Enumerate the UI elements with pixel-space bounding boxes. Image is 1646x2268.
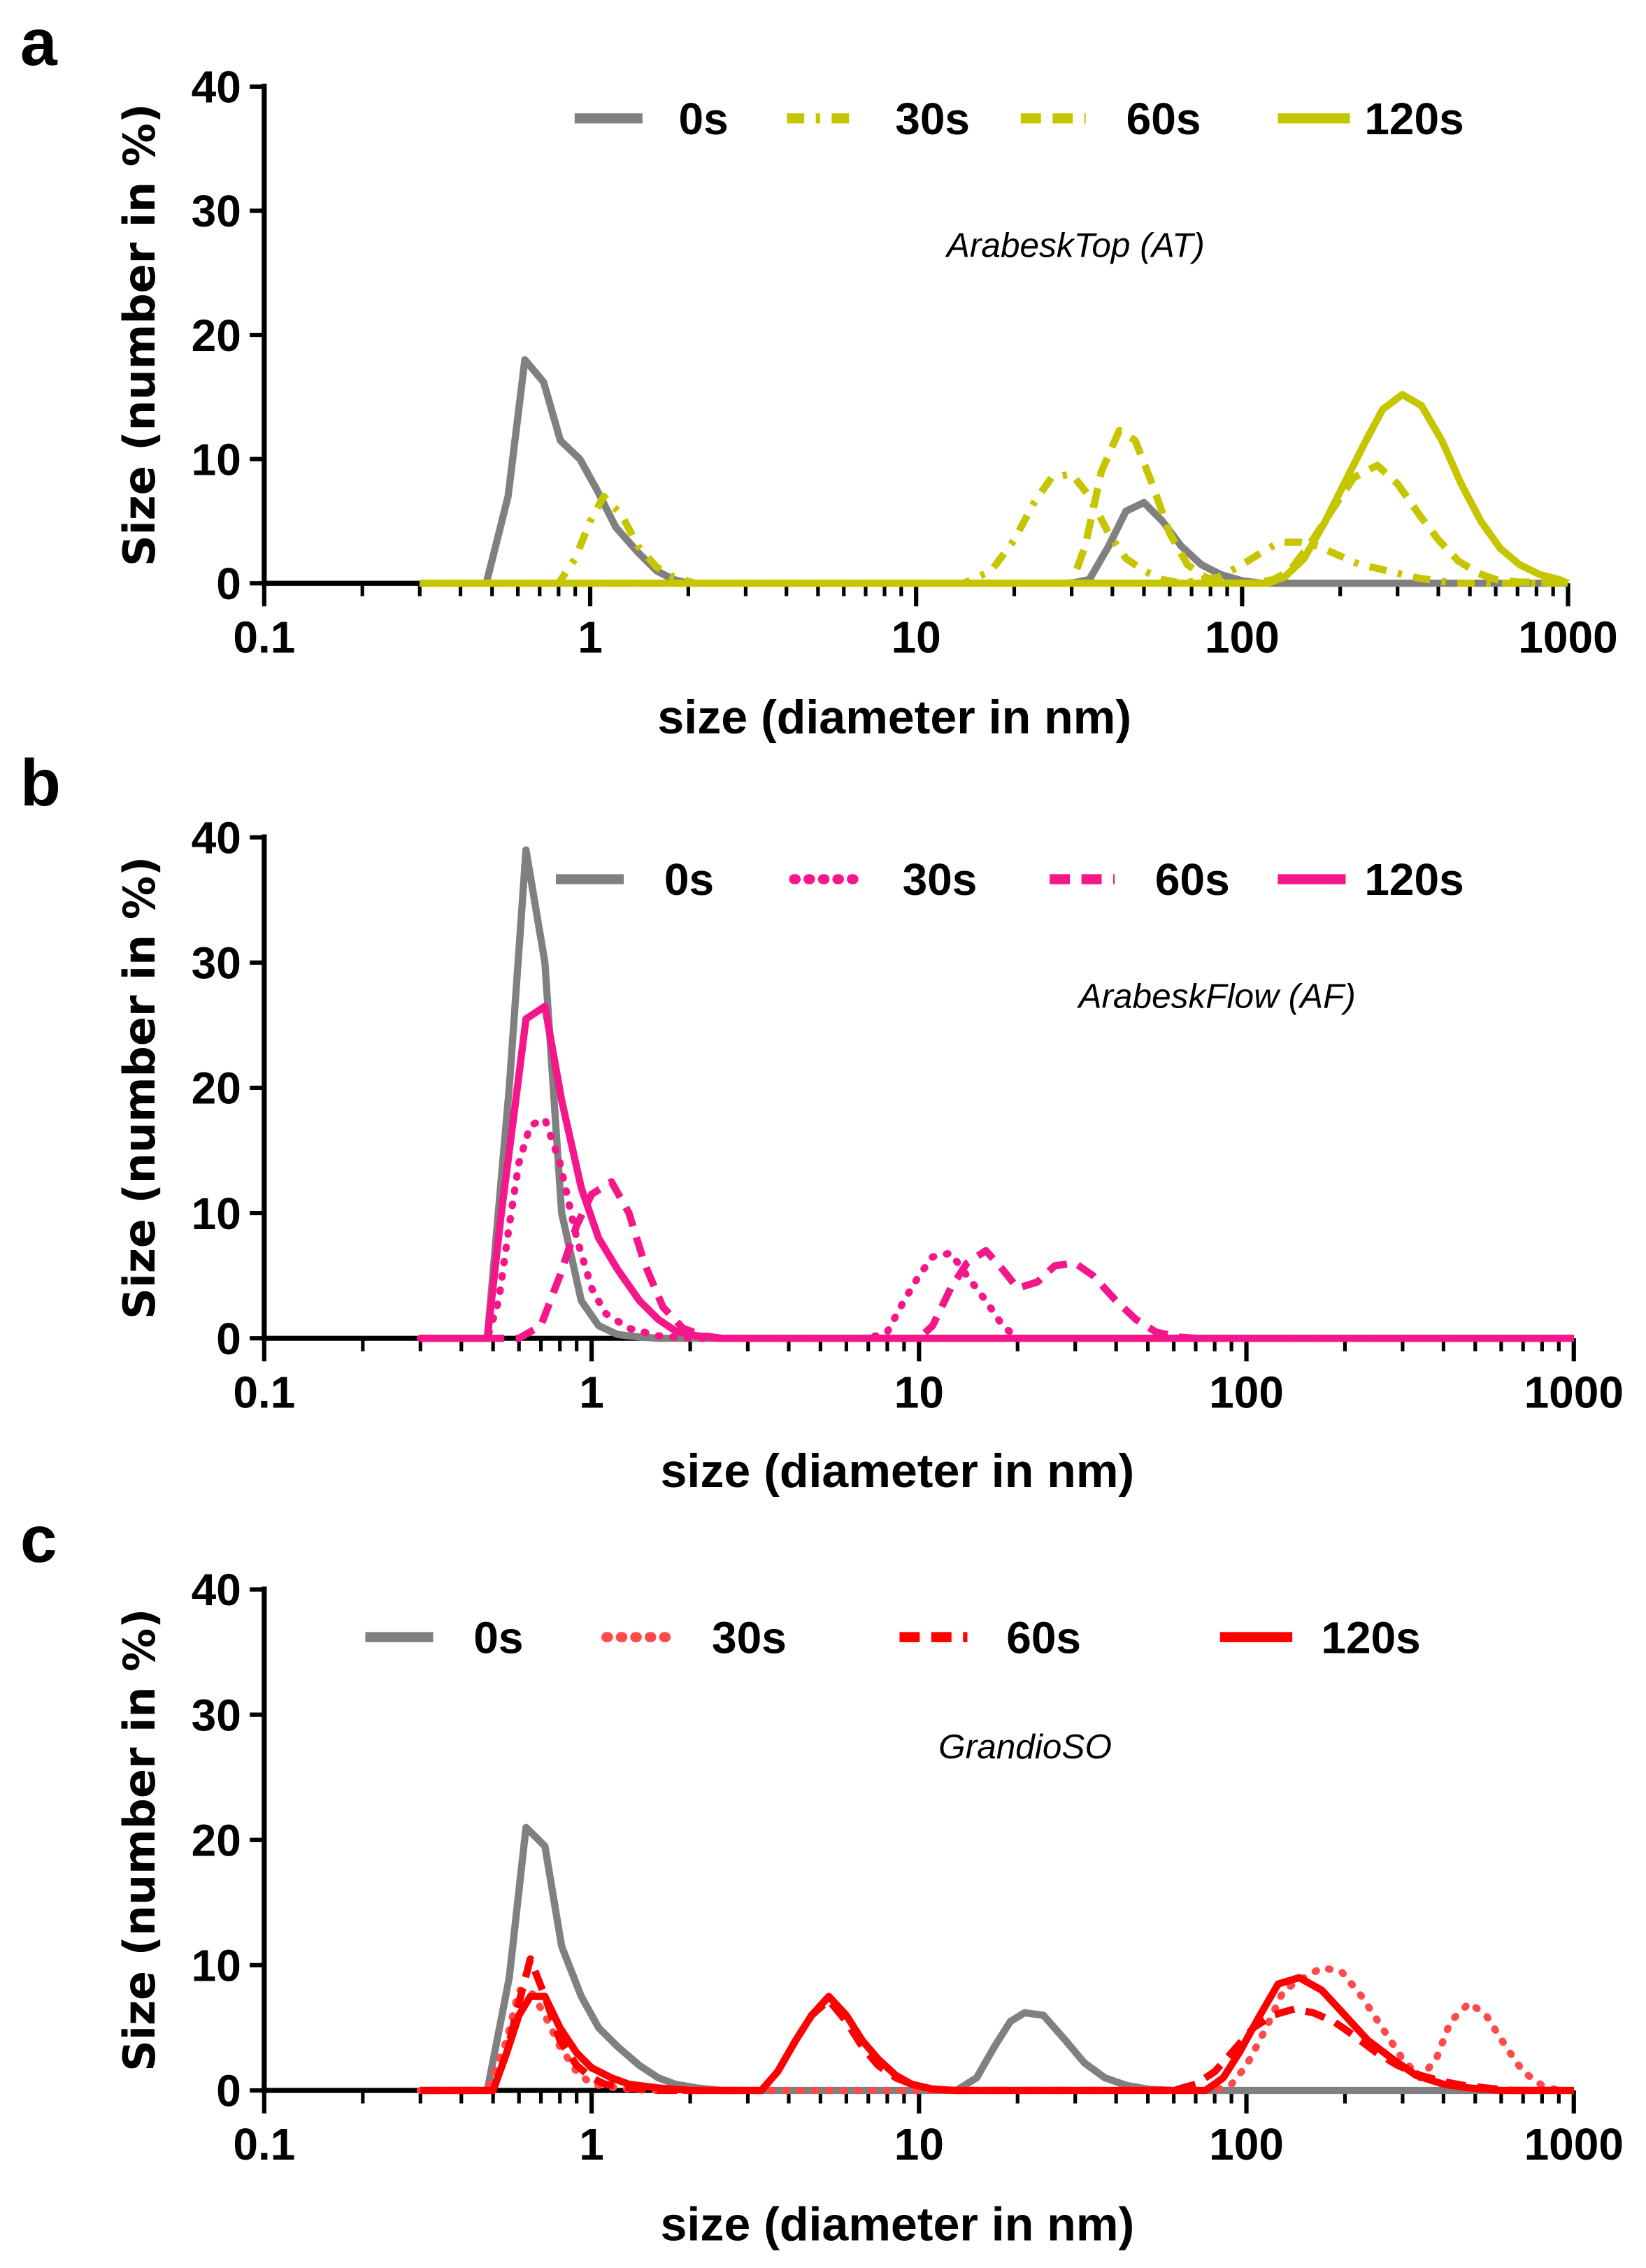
y-tick-label: 0 bbox=[216, 559, 241, 609]
y-tick-label: 40 bbox=[192, 1565, 241, 1615]
y-tick-label: 30 bbox=[192, 186, 241, 236]
legend-label: 30s bbox=[903, 854, 978, 905]
x-tick-label: 1 bbox=[579, 2119, 604, 2169]
y-tick-label: 30 bbox=[192, 938, 241, 989]
series-line-0s bbox=[420, 846, 1574, 1342]
panel-a: a 0 10 20 30 40 0.1 1 10 100 1000 size (diameter in… bbox=[20, 6, 1618, 744]
panel-letter: c bbox=[20, 1502, 57, 1577]
x-tick-label: 100 bbox=[1209, 2119, 1284, 2169]
y-tick-label: 0 bbox=[216, 2066, 241, 2116]
x-tick-label: 100 bbox=[1209, 1367, 1284, 1417]
x-tick-label: 0.1 bbox=[233, 1367, 295, 1417]
panel-c: c 0 10 20 30 40 0.1 1 10 100 1000 size (diameter in… bbox=[20, 1502, 1624, 2251]
panel-letter: b bbox=[20, 746, 61, 820]
series-line-120s bbox=[420, 1003, 1574, 1342]
legend-label: 30s bbox=[712, 1612, 787, 1663]
series-line-120s bbox=[420, 391, 1570, 587]
y-tick-label: 20 bbox=[192, 1063, 241, 1114]
legend-label: 120s bbox=[1364, 94, 1463, 144]
legend-label: 120s bbox=[1321, 1612, 1420, 1663]
y-tick-label: 20 bbox=[192, 310, 241, 361]
y-axis-title: Size (number in %) bbox=[115, 103, 165, 566]
sample-annotation: GrandioSO bbox=[938, 1727, 1112, 1766]
x-tick-label: 10 bbox=[894, 2119, 944, 2169]
y-tick-label: 10 bbox=[192, 434, 241, 485]
series-line-0s bbox=[420, 1823, 1574, 2095]
x-tick-label: 100 bbox=[1205, 612, 1280, 662]
x-tick-label: 0.1 bbox=[233, 2119, 295, 2169]
legend-label: 60s bbox=[1155, 854, 1230, 905]
legend-label: 120s bbox=[1364, 854, 1463, 905]
series-line-30s bbox=[417, 1964, 1577, 2095]
legend-label: 60s bbox=[1126, 94, 1201, 144]
x-tick-label: 1 bbox=[578, 612, 603, 662]
legend-label: 30s bbox=[895, 94, 970, 144]
y-tick-label: 10 bbox=[192, 1941, 241, 1991]
x-axis-title: size (diameter in nm) bbox=[657, 691, 1131, 744]
x-tick-label: 1000 bbox=[1518, 612, 1617, 662]
y-tick-label: 0 bbox=[216, 1314, 241, 1364]
y-tick-label: 40 bbox=[192, 812, 241, 863]
legend-label: 0s bbox=[473, 1612, 523, 1663]
series-line-120s bbox=[420, 1974, 1574, 2095]
panel-letter: a bbox=[20, 6, 58, 80]
panel-b: b 0 10 20 30 40 0.1 1 10 100 1000 size (diameter in… bbox=[20, 746, 1624, 1498]
series-line-60s bbox=[420, 426, 1568, 587]
series-line-30s bbox=[417, 1115, 1577, 1342]
series-line-30s bbox=[420, 470, 1568, 587]
series-line-0s bbox=[420, 356, 1568, 587]
sample-annotation: ArabeskFlow (AF) bbox=[1076, 976, 1355, 1015]
y-tick-label: 30 bbox=[192, 1690, 241, 1740]
x-tick-label: 0.1 bbox=[233, 612, 295, 662]
y-axis-title: Size (number in %) bbox=[115, 1609, 165, 2072]
y-tick-label: 40 bbox=[192, 62, 241, 113]
x-axis-title: size (diameter in nm) bbox=[661, 1444, 1135, 1498]
legend-label: 0s bbox=[664, 854, 714, 905]
y-axis-title: Size (number in %) bbox=[115, 856, 165, 1319]
x-tick-label: 10 bbox=[892, 612, 941, 662]
sample-annotation: ArabeskTop (AT) bbox=[945, 226, 1205, 265]
x-tick-label: 10 bbox=[894, 1367, 944, 1417]
y-tick-label: 10 bbox=[192, 1189, 241, 1239]
y-tick-label: 20 bbox=[192, 1815, 241, 1865]
x-tick-label: 1 bbox=[579, 1367, 604, 1417]
series-line-60s bbox=[420, 1178, 1574, 1342]
x-tick-label: 1000 bbox=[1524, 2119, 1624, 2169]
x-axis-title: size (diameter in nm) bbox=[661, 2198, 1135, 2251]
legend-label: 60s bbox=[1006, 1612, 1081, 1663]
legend-label: 0s bbox=[679, 94, 729, 144]
x-tick-label: 1000 bbox=[1524, 1367, 1624, 1417]
